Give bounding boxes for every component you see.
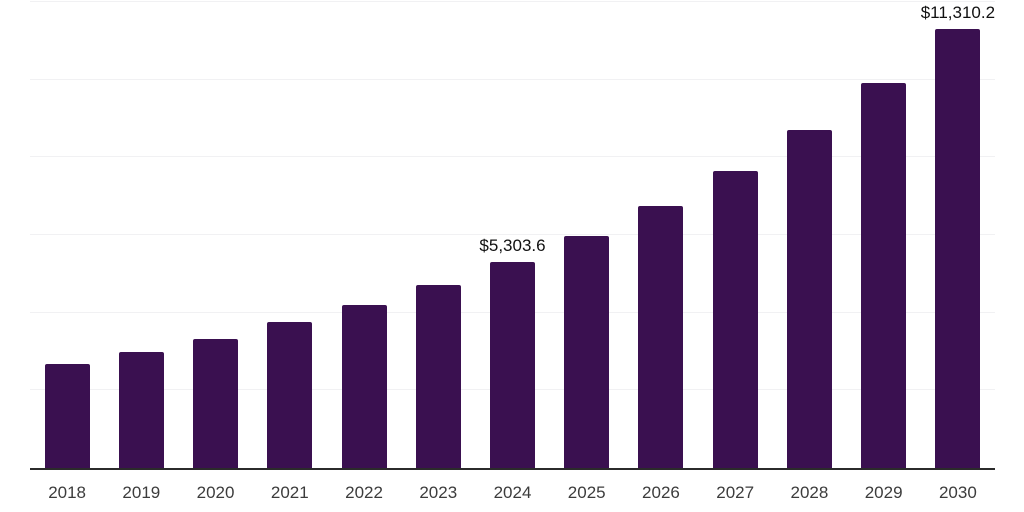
- x-tick-label-2018: 2018: [48, 483, 87, 502]
- bar-2023: [415, 285, 461, 468]
- bar-2026: [638, 205, 684, 468]
- gridline: [30, 78, 995, 80]
- x-tick-label-2022: 2022: [345, 483, 383, 502]
- bar-2029: [861, 83, 907, 468]
- x-tick-label-2019: 2019: [122, 483, 161, 502]
- bar-2021: [267, 322, 313, 468]
- x-tick-label-2021: 2021: [270, 483, 309, 502]
- gridline: [30, 156, 995, 158]
- bar-value-label-2030: $11,310.2: [920, 2, 996, 22]
- bar-2019: [118, 351, 164, 468]
- bar-2025: [564, 236, 610, 468]
- bar-2028: [786, 130, 832, 468]
- x-tick-label-2025: 2025: [567, 483, 606, 502]
- x-tick-label-2030: 2030: [938, 483, 977, 502]
- bar-2018: [44, 363, 90, 468]
- bar-2020: [193, 339, 239, 468]
- gridline: [30, 234, 995, 235]
- bar-2022: [341, 304, 387, 468]
- x-tick-label-2023: 2023: [419, 483, 458, 502]
- x-tick-label-2027: 2027: [716, 483, 755, 502]
- bar-2027: [712, 170, 758, 468]
- x-tick-label-2020: 2020: [196, 483, 235, 502]
- gridline: [30, 1, 995, 2]
- bar-2024: [490, 262, 535, 468]
- bar-value-label-2024: $5,303.6: [479, 236, 546, 256]
- x-tick-label-2029: 2029: [864, 483, 903, 502]
- bar-2030: [935, 28, 981, 468]
- plot-area: $5,303.6 $11,310.2: [30, 0, 995, 470]
- x-tick-label-2026: 2026: [642, 483, 680, 502]
- x-tick-label-2024: 2024: [493, 483, 532, 502]
- x-axis-line: [30, 468, 995, 470]
- x-tick-label-2028: 2028: [790, 483, 829, 502]
